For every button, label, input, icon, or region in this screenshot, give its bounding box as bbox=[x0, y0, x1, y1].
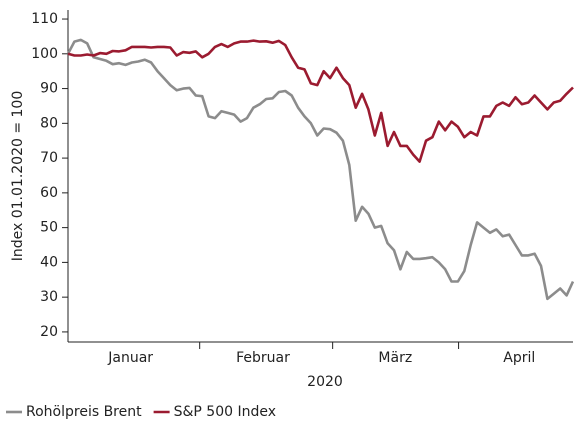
x-tick-label: März bbox=[378, 350, 412, 366]
y-tick-label: 90 bbox=[40, 81, 58, 97]
x-tick-label: April bbox=[503, 350, 535, 366]
y-tick-label: 20 bbox=[40, 324, 58, 340]
line-series bbox=[66, 38, 574, 301]
y-tick-label: 110 bbox=[31, 11, 58, 27]
line-series bbox=[67, 39, 574, 163]
y-tick-label: 40 bbox=[40, 254, 58, 270]
y-tick-label: 60 bbox=[40, 185, 58, 201]
y-tick-label: 100 bbox=[31, 46, 58, 62]
y-tick-label: 70 bbox=[40, 150, 58, 166]
legend-label: Rohölpreis Brent bbox=[26, 404, 142, 420]
y-axis-label: Index 01.01.2020 = 100 bbox=[10, 91, 26, 262]
y-tick-label: 80 bbox=[40, 115, 58, 131]
y-tick-label: 50 bbox=[40, 220, 58, 236]
x-tick-label: Februar bbox=[236, 350, 290, 366]
y-tick-label: 30 bbox=[40, 289, 58, 305]
x-axis-label: 2020 bbox=[307, 374, 343, 390]
legend-label: S&P 500 Index bbox=[174, 404, 276, 420]
x-tick-label: Januar bbox=[107, 350, 153, 366]
